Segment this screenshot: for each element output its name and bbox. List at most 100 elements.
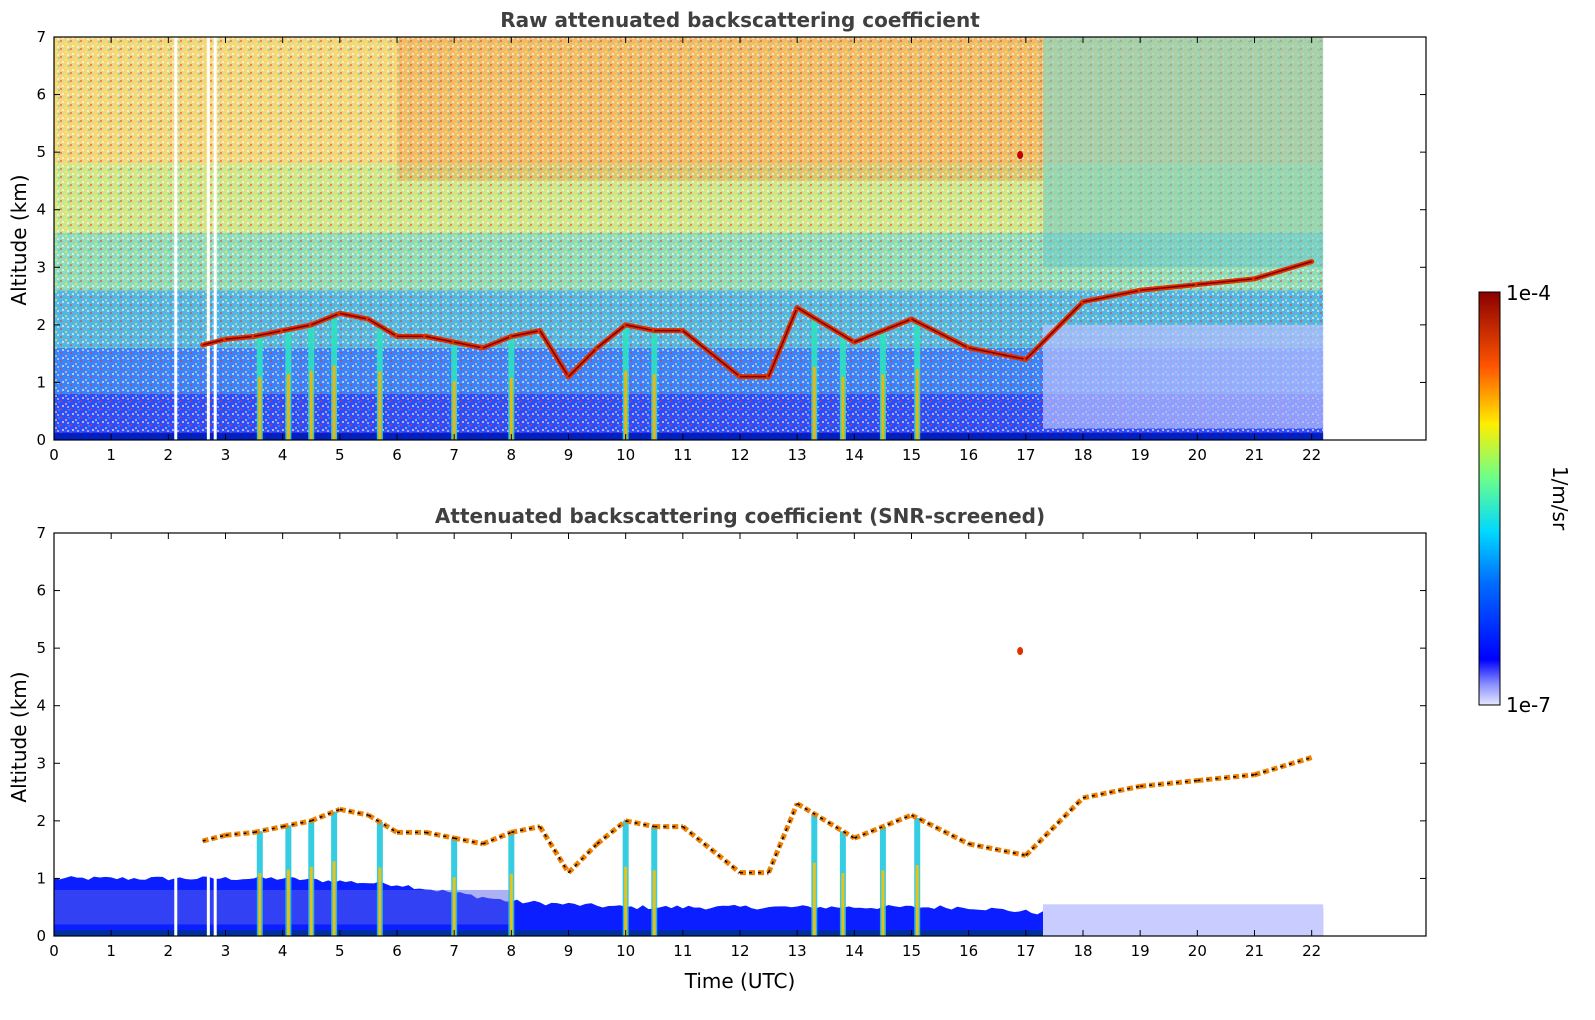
x-tick-label: 5 <box>335 446 345 464</box>
cloud-layer-core <box>567 843 598 874</box>
cloud-layer-core <box>1254 260 1312 280</box>
cloud-layer-core <box>682 330 741 378</box>
x-tick-label: 10 <box>616 446 635 464</box>
x-tick-label: 7 <box>449 942 459 960</box>
cloud-layer <box>253 824 284 835</box>
x-tick-label: 14 <box>845 446 864 464</box>
x-tick-label: 19 <box>1131 446 1150 464</box>
y-tick-label: 2 <box>36 316 46 334</box>
x-axis: 0 1 2 3 4 5 6 7 8 9 10 11 12 13 14 15 16 17 18 19 20 21 22 <box>49 37 1321 464</box>
cloud-layer <box>282 818 312 830</box>
x-tick-label: 16 <box>959 942 978 960</box>
cloud-layer-core <box>682 826 741 874</box>
aerosol-plume-core <box>841 873 845 936</box>
x-tick-label: 16 <box>959 446 978 464</box>
cloud-layer-core <box>1082 289 1141 303</box>
aerosol-plume-core <box>915 865 919 936</box>
aerosol-plume-core <box>812 862 816 936</box>
cloud-layer-core <box>767 307 798 377</box>
aerosol-plume-core <box>509 377 513 440</box>
cloud-layer-core <box>767 803 798 873</box>
x-tick-label: 15 <box>902 942 921 960</box>
y-tick-label: 4 <box>36 201 46 219</box>
cloud-layer-core <box>911 814 970 845</box>
x-axis-label: Time (UTC) <box>684 969 796 993</box>
x-tick-label: 14 <box>845 942 864 960</box>
colorbar: 1e-4 1e-7 1/m/sr <box>1478 281 1572 717</box>
cloud-layer <box>453 835 484 847</box>
cloud-layer-core <box>968 843 1026 857</box>
x-tick-label: 2 <box>164 942 174 960</box>
cloud-layer <box>481 830 513 847</box>
cloud-layer-core <box>202 834 226 842</box>
cloud-layer-core <box>368 814 398 834</box>
colorbar-gradient <box>1478 291 1501 706</box>
cloud-layer <box>225 829 255 838</box>
x-tick-label: 11 <box>673 942 692 960</box>
aerosol-plume-core <box>286 373 290 440</box>
data-gap <box>174 866 178 936</box>
chart-title: Raw attenuated backscattering coefficien… <box>500 8 980 32</box>
cloud-layer-core <box>1025 301 1084 360</box>
x-tick-label: 20 <box>1188 446 1207 464</box>
x-tick-label: 10 <box>616 942 635 960</box>
y-tick-label: 0 <box>36 927 46 945</box>
y-axis-label: Altitude (km) <box>7 174 31 305</box>
aerosol-plume-core <box>378 371 382 440</box>
cloud-layer-core <box>567 347 598 378</box>
x-tick-label: 13 <box>788 446 807 464</box>
aerosol-plume-core <box>652 870 656 936</box>
y-tick-label: 1 <box>36 869 46 887</box>
x-tick-label: 21 <box>1245 942 1264 960</box>
aerosol-plume-core <box>624 370 628 440</box>
surface-layer <box>54 433 1324 440</box>
aerosol-plume-core <box>309 370 313 440</box>
y-tick-label: 4 <box>36 697 46 715</box>
cloud-layer-core <box>368 318 398 338</box>
cloud-layer-core <box>1197 774 1255 782</box>
cloud-layer-core <box>854 814 912 839</box>
screened-backscatter-panel: Attenuated backscattering coefficient (S… <box>7 504 1427 993</box>
y-tick-label: 2 <box>36 812 46 830</box>
x-tick-label: 22 <box>1302 446 1321 464</box>
cloud-layer-core <box>854 318 912 343</box>
aerosol-plume-core <box>286 869 290 936</box>
aerosol-plume-core <box>841 377 845 440</box>
cloud-layer-core <box>202 338 226 346</box>
aerosol-plume-core <box>378 867 382 936</box>
x-axis: 0 1 2 3 4 5 6 7 8 9 10 11 12 13 14 15 16 17 18 19 20 21 22 <box>49 533 1321 960</box>
x-tick-label: 7 <box>449 446 459 464</box>
x-tick-label: 15 <box>902 446 921 464</box>
aerosol-plume-core <box>881 870 885 936</box>
y-tick-label: 7 <box>36 524 46 542</box>
x-tick-label: 1 <box>106 942 116 960</box>
boundary-layer-late <box>1042 904 1324 936</box>
x-tick-label: 19 <box>1131 942 1150 960</box>
aerosol-plume-core <box>652 374 656 440</box>
aerosol-plume-core <box>509 873 513 936</box>
x-tick-label: 0 <box>49 446 59 464</box>
aerosol-plume-core <box>309 866 313 936</box>
x-tick-label: 0 <box>49 942 59 960</box>
raw-heatmap <box>54 37 1324 440</box>
x-tick-label: 8 <box>507 446 517 464</box>
x-tick-label: 20 <box>1188 942 1207 960</box>
x-tick-label: 4 <box>278 942 288 960</box>
cloud-layer-core <box>1197 278 1255 286</box>
cloud-layer-core <box>339 312 369 320</box>
x-tick-label: 4 <box>278 446 288 464</box>
x-tick-label: 9 <box>564 942 574 960</box>
y-tick-label: 6 <box>36 582 46 600</box>
noise-band <box>1042 37 1324 268</box>
surface-layer <box>54 930 1043 936</box>
cloud-layer-core <box>596 820 627 845</box>
x-tick-label: 13 <box>788 942 807 960</box>
colorbar-max-label: 1e-4 <box>1506 281 1551 305</box>
data-gap <box>206 866 210 936</box>
cloud-layer-core <box>253 329 283 338</box>
y-tick-label: 5 <box>36 143 46 161</box>
x-tick-label: 1 <box>106 446 116 464</box>
cloud-layer-core <box>310 312 341 326</box>
data-gap <box>213 866 217 936</box>
